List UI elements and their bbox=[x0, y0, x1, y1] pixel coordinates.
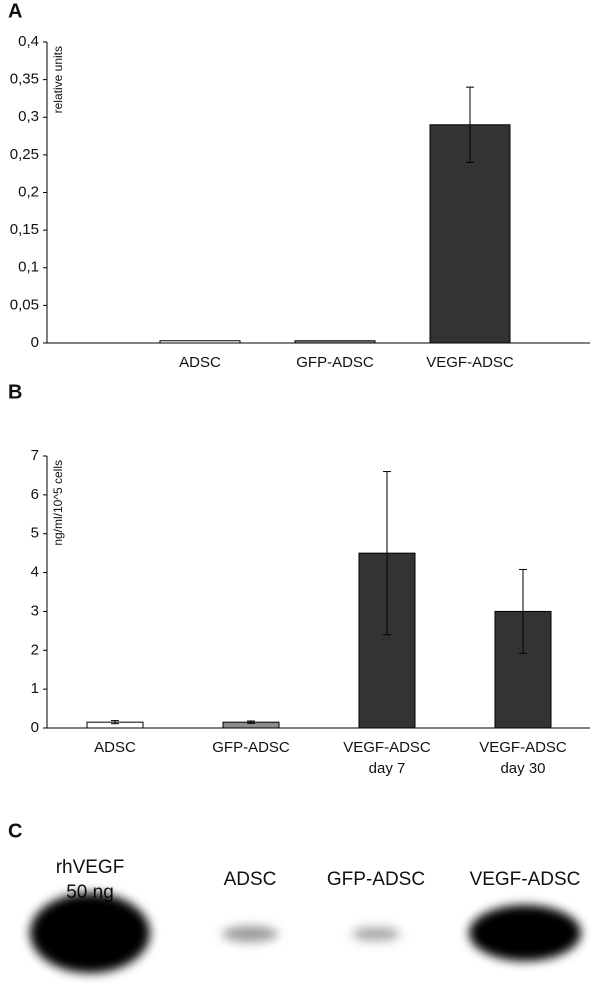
bar bbox=[294, 340, 376, 344]
y-axis-title: relative units bbox=[51, 46, 65, 113]
panel-label: C bbox=[8, 820, 22, 842]
y-tick-label: 0,3 bbox=[18, 108, 39, 125]
blot-band bbox=[222, 926, 278, 942]
y-tick-label: 3 bbox=[31, 602, 39, 619]
x-tick-label: day 30 bbox=[500, 760, 545, 777]
x-tick-label: ADSC bbox=[179, 354, 221, 371]
y-tick-label: 0,1 bbox=[18, 259, 39, 276]
x-tick-label: day 7 bbox=[369, 760, 406, 777]
x-tick-label: VEGF-ADSC bbox=[479, 739, 567, 756]
lane-label: ADSC bbox=[224, 869, 277, 890]
lane-label: rhVEGF bbox=[56, 857, 125, 878]
y-tick-label: 6 bbox=[31, 486, 39, 503]
y-tick-label: 0,4 bbox=[18, 33, 39, 50]
y-tick-label: 5 bbox=[31, 525, 39, 542]
y-axis-title: ng/ml/10^5 cells bbox=[51, 460, 65, 546]
y-tick-label: 0,15 bbox=[10, 221, 39, 238]
y-tick-label: 4 bbox=[31, 564, 39, 581]
x-tick-label: GFP-ADSC bbox=[212, 739, 290, 756]
y-tick-label: 0,2 bbox=[18, 183, 39, 200]
lane-label: VEGF-ADSC bbox=[470, 869, 581, 890]
y-tick-label: 0 bbox=[31, 334, 39, 351]
x-tick-label: VEGF-ADSC bbox=[426, 354, 514, 371]
panel-label: A bbox=[8, 0, 22, 22]
x-tick-label: GFP-ADSC bbox=[296, 354, 374, 371]
lane-label: GFP-ADSC bbox=[327, 869, 425, 890]
x-tick-label: ADSC bbox=[94, 739, 136, 756]
y-tick-label: 0 bbox=[31, 719, 39, 736]
blot-band bbox=[30, 893, 150, 973]
blot-band bbox=[352, 927, 400, 941]
y-tick-label: 0,35 bbox=[10, 71, 39, 88]
blot bbox=[30, 893, 581, 973]
y-tick-label: 0,05 bbox=[10, 296, 39, 313]
y-tick-label: 2 bbox=[31, 641, 39, 658]
y-tick-label: 0,25 bbox=[10, 146, 39, 163]
blot-band bbox=[469, 905, 581, 961]
x-tick-label: VEGF-ADSC bbox=[343, 739, 431, 756]
bar bbox=[159, 340, 241, 344]
y-tick-label: 7 bbox=[31, 447, 39, 464]
panel-label: B bbox=[8, 381, 22, 403]
y-tick-label: 1 bbox=[31, 680, 39, 697]
